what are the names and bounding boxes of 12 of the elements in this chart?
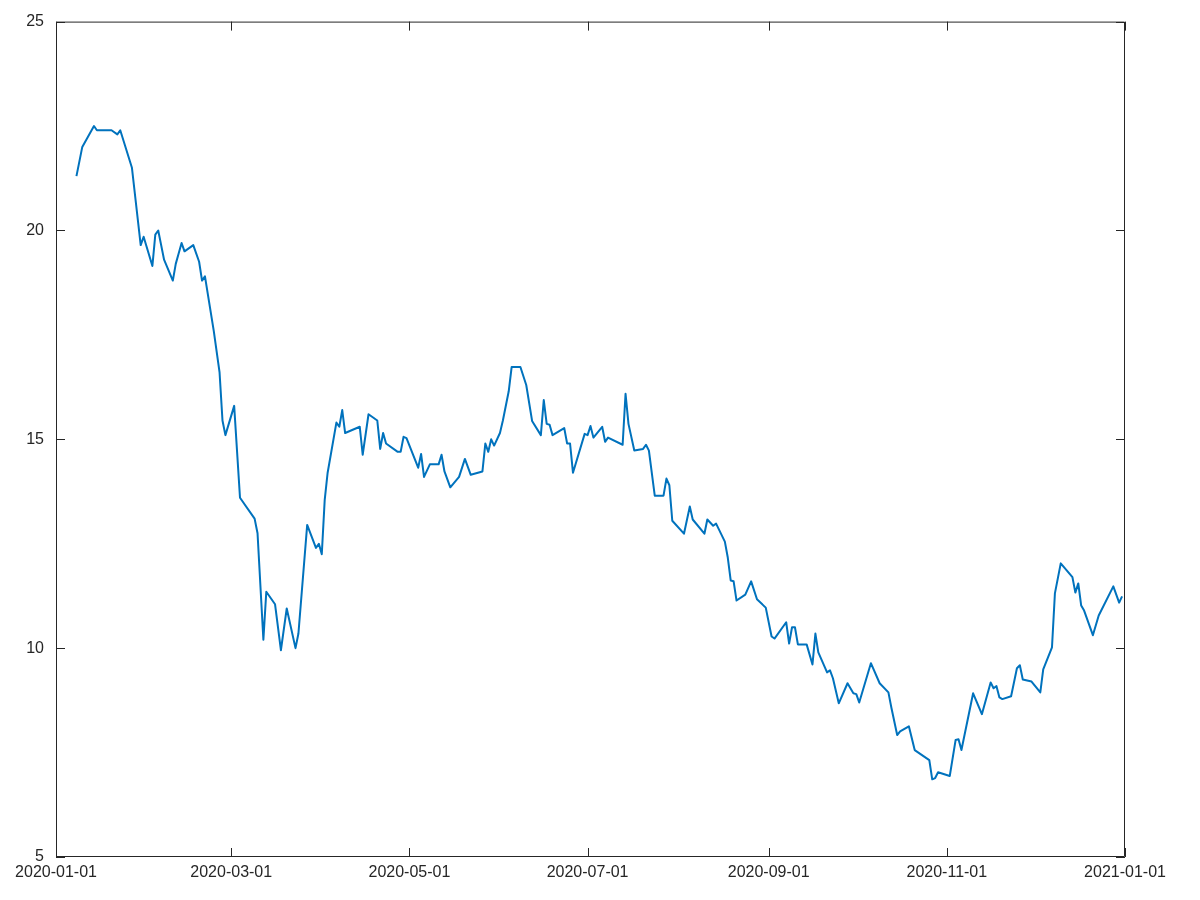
x-tick-label: 2020-03-01 (190, 863, 273, 881)
x-tick-label: 2020-11-01 (906, 863, 988, 881)
x-tick-label: 2020-05-01 (368, 863, 451, 881)
y-tick-label: 5 (35, 847, 45, 865)
y-tick-label: 10 (26, 638, 45, 656)
x-tick-label: 2020-09-01 (727, 863, 810, 881)
y-tick-label: 20 (26, 220, 45, 238)
x-tick-label: 2020-07-01 (546, 863, 629, 881)
y-tick-label: 25 (26, 12, 45, 30)
y-tick-label: 15 (26, 429, 45, 447)
x-tick-label: 2020-01-01 (15, 863, 98, 881)
x-tick-label: 2021-01-01 (1084, 863, 1167, 881)
